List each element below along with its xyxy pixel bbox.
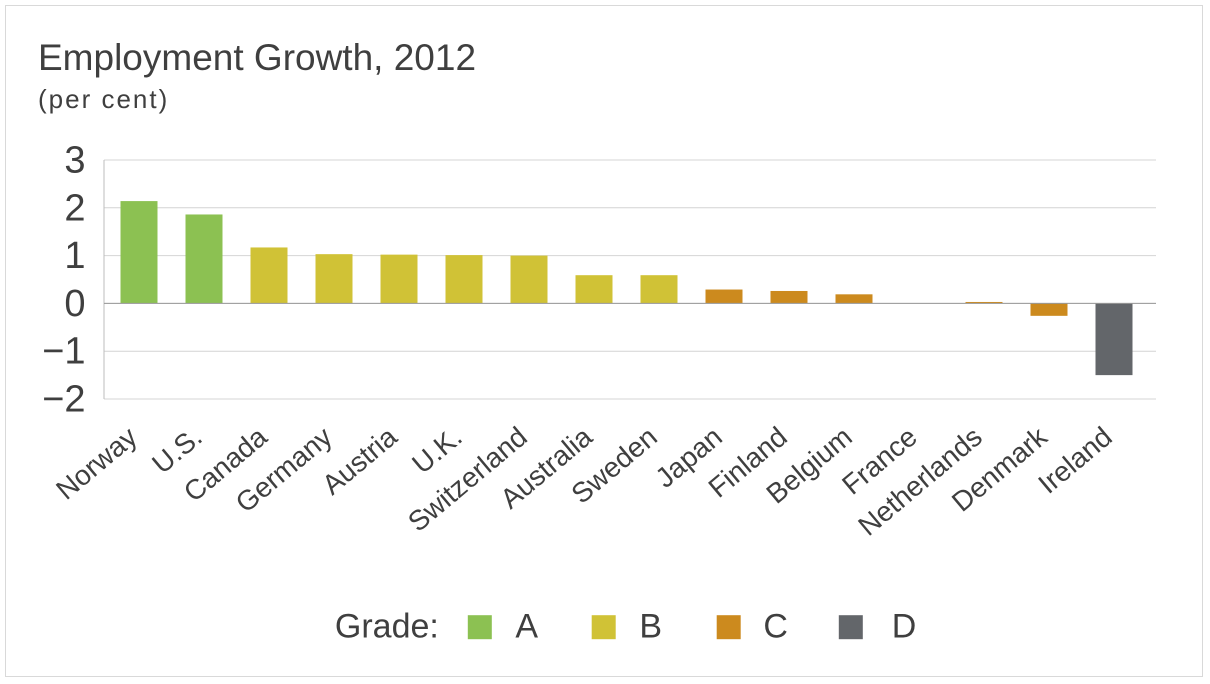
svg-text:D: D (892, 607, 917, 645)
svg-text:−1: −1 (42, 331, 85, 373)
svg-text:A: A (515, 607, 538, 645)
svg-text:Grade:: Grade: (335, 607, 439, 645)
svg-text:0: 0 (64, 283, 85, 325)
svg-text:C: C (763, 607, 788, 645)
svg-text:−2: −2 (42, 379, 85, 421)
svg-text:2: 2 (64, 187, 85, 229)
svg-text:Ireland: Ireland (1032, 421, 1118, 500)
svg-text:Norway: Norway (50, 421, 143, 506)
svg-text:1: 1 (64, 235, 85, 277)
svg-text:Austria: Austria (316, 421, 403, 501)
svg-text:3: 3 (64, 140, 85, 182)
svg-text:B: B (639, 607, 662, 645)
